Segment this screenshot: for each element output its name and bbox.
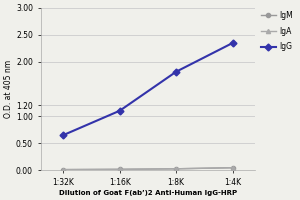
IgG xyxy=(61,134,65,136)
IgM xyxy=(231,167,235,169)
Line: IgA: IgA xyxy=(61,166,235,172)
X-axis label: Dilution of Goat F(ab’)2 Anti-Human IgG-HRP: Dilution of Goat F(ab’)2 Anti-Human IgG-… xyxy=(59,190,237,196)
Y-axis label: O.D. at 405 nm: O.D. at 405 nm xyxy=(4,60,13,118)
IgM xyxy=(174,168,178,170)
Line: IgG: IgG xyxy=(61,40,235,138)
Line: IgM: IgM xyxy=(61,166,235,172)
IgG xyxy=(231,42,235,44)
IgA xyxy=(231,167,235,169)
IgA xyxy=(174,168,178,170)
IgA xyxy=(61,168,65,171)
IgM xyxy=(118,168,122,171)
IgG xyxy=(118,110,122,112)
IgA xyxy=(118,168,122,171)
IgG xyxy=(174,70,178,73)
IgM xyxy=(61,168,65,171)
Legend: IgM, IgA, IgG: IgM, IgA, IgG xyxy=(257,8,296,55)
